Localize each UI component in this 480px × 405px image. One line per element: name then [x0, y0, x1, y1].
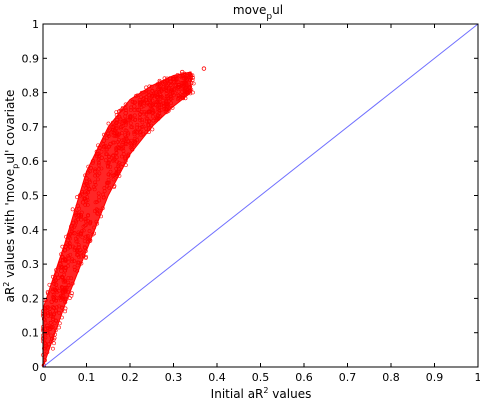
y-tick-label: 0.1 [22, 327, 40, 340]
y-tick-label: 0.7 [22, 121, 40, 134]
y-tick-label: 0.9 [22, 52, 40, 65]
scatter-point [151, 128, 154, 131]
x-tick-label: 0.4 [208, 371, 226, 384]
x-tick-label: 0.5 [252, 371, 270, 384]
scatter-point [52, 342, 55, 345]
x-axis-label: Initial aR2 values [211, 386, 312, 401]
y-tick-label: 0.3 [22, 258, 40, 271]
scatter-point [145, 86, 148, 89]
x-tick-label: 1 [475, 371, 480, 384]
scatter-point [51, 347, 54, 350]
x-tick-label: 0.6 [295, 371, 313, 384]
chart-title: movepul [233, 3, 283, 22]
scatter-point [107, 122, 110, 125]
y-tick-label: 0.5 [22, 190, 40, 203]
x-tick-label: 0.8 [382, 371, 400, 384]
y-axis-label: aR2 values with 'movepul' covariate [2, 90, 20, 303]
scatter-point [57, 326, 60, 329]
x-tick-label: 0.3 [165, 371, 183, 384]
x-tick-label: 0.1 [78, 371, 96, 384]
y-tick-label: 0.4 [22, 224, 40, 237]
scatter-density-band [43, 72, 191, 367]
x-tick-label: 0 [40, 371, 47, 384]
x-tick-label: 0.2 [121, 371, 139, 384]
y-tick-label: 0.6 [22, 155, 40, 168]
scatter-point [75, 196, 78, 199]
y-tick-label: 0.2 [22, 292, 40, 305]
scatter-point [202, 67, 206, 71]
y-tick-label: 1 [32, 18, 39, 31]
scatter-point [68, 297, 71, 300]
x-tick-label: 0.9 [426, 371, 444, 384]
data-marks [41, 24, 478, 367]
x-tick-label: 0.7 [339, 371, 357, 384]
scatter-point [71, 208, 74, 211]
y-tick-label: 0 [32, 361, 39, 374]
y-tick-label: 0.8 [22, 87, 40, 100]
